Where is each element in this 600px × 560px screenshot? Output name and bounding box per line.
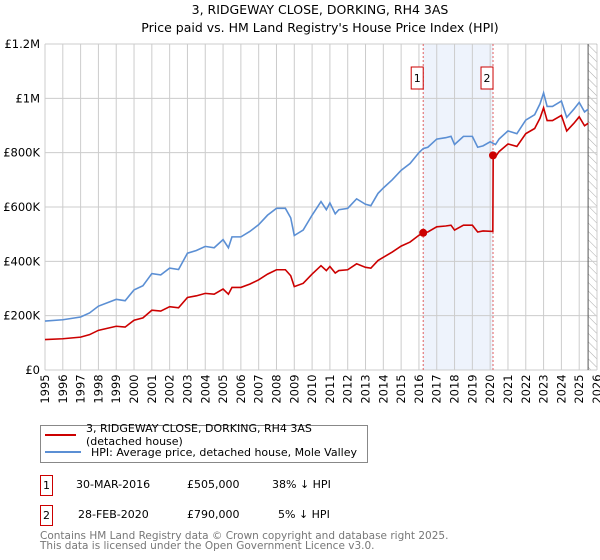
sale-label: 1 (414, 72, 421, 85)
legend-item-hpi: HPI: Average price, detached house, Mole… (45, 444, 357, 460)
x-tick-label: 2022 (519, 374, 533, 403)
legend-swatch-blue (45, 451, 81, 453)
sale-price: £505,000 (187, 478, 240, 491)
y-tick-label: £1M (15, 91, 40, 105)
property-price-line (44, 105, 589, 341)
x-tick-label: 2023 (537, 374, 551, 403)
x-tick-label: 2007 (252, 374, 266, 403)
x-tick-label: 2025 (572, 374, 586, 403)
legend: 3, RIDGEWAY CLOSE, DORKING, RH4 3AS (det… (40, 422, 368, 463)
y-tick-label: £1.2M (4, 37, 40, 51)
sale-badge: 2 (40, 505, 53, 526)
x-tick-label: 2004 (198, 374, 212, 403)
y-tick-label: £0 (25, 363, 40, 377)
x-tick-label: 2001 (145, 374, 159, 403)
x-tick-label: 2012 (341, 374, 355, 403)
x-tick-label: 2019 (465, 374, 479, 403)
price-chart: 3, RIDGEWAY CLOSE, DORKING, RH4 3AS Pric… (3, 2, 600, 404)
y-tick-label: £800K (3, 146, 40, 160)
x-tick-label: 2011 (323, 374, 337, 403)
x-tick-label: 2006 (234, 374, 248, 403)
hpi-line (44, 90, 589, 322)
x-tick-label: 2005 (216, 374, 230, 403)
sale-badge: 1 (40, 475, 53, 496)
sale-label: 2 (484, 72, 491, 85)
x-tick-label: 2003 (180, 374, 194, 403)
sale-date: 30-MAR-2016 (76, 478, 151, 491)
x-tick-label: 2000 (127, 374, 141, 403)
x-tick-label: 2009 (287, 374, 301, 403)
y-tick-label: £400K (3, 254, 40, 268)
x-tick-label: 2026 (590, 374, 600, 403)
x-tick-label: 2017 (430, 374, 444, 403)
legend-label: 3, RIDGEWAY CLOSE, DORKING, RH4 3AS (det… (86, 422, 312, 448)
chart-subtitle: Price paid vs. HM Land Registry's House … (141, 20, 498, 35)
x-tick-label: 2008 (269, 374, 283, 403)
sale-date: 28-FEB-2020 (78, 508, 149, 521)
x-tick-label: 2013 (359, 374, 373, 403)
sale-label-box (410, 66, 424, 90)
x-tick-label: 1999 (109, 374, 123, 403)
footer-line-2: This data is licensed under the Open Gov… (40, 540, 375, 552)
x-tick-label: 2015 (394, 374, 408, 403)
x-tick-label: 1997 (74, 374, 88, 403)
y-tick-label: £600K (3, 200, 40, 214)
chart-title: 3, RIDGEWAY CLOSE, DORKING, RH4 3AS (192, 2, 449, 17)
x-tick-label: 2020 (483, 374, 497, 403)
legend-swatch-red (45, 434, 77, 436)
x-tick-label: 2024 (554, 374, 568, 403)
sale-point (489, 151, 498, 160)
x-tick-label: 2018 (448, 374, 462, 403)
x-tick-label: 1996 (56, 374, 70, 403)
footer: Contains HM Land Registry data © Crown c… (40, 530, 449, 552)
x-tick-label: 2010 (305, 374, 319, 403)
x-tick-label: 1995 (38, 374, 52, 403)
x-tick-label: 2021 (501, 374, 515, 403)
sale-point (419, 228, 428, 237)
sale-hpi-diff: 38% ↓ HPI (272, 478, 331, 491)
x-tick-label: 1998 (91, 374, 105, 403)
legend-item-property: 3, RIDGEWAY CLOSE, DORKING, RH4 3AS (det… (45, 422, 367, 448)
sale-label-box (480, 66, 494, 90)
sale-price: £790,000 (187, 508, 240, 521)
legend-label: HPI: Average price, detached house, Mole… (91, 445, 357, 459)
x-tick-label: 2014 (376, 374, 390, 403)
sale-hpi-diff: 5% ↓ HPI (278, 508, 330, 521)
footer-line-1: Contains HM Land Registry data © Crown c… (40, 530, 449, 542)
x-tick-label: 2016 (412, 374, 426, 403)
y-tick-label: £200K (3, 309, 40, 323)
x-tick-label: 2002 (163, 374, 177, 403)
